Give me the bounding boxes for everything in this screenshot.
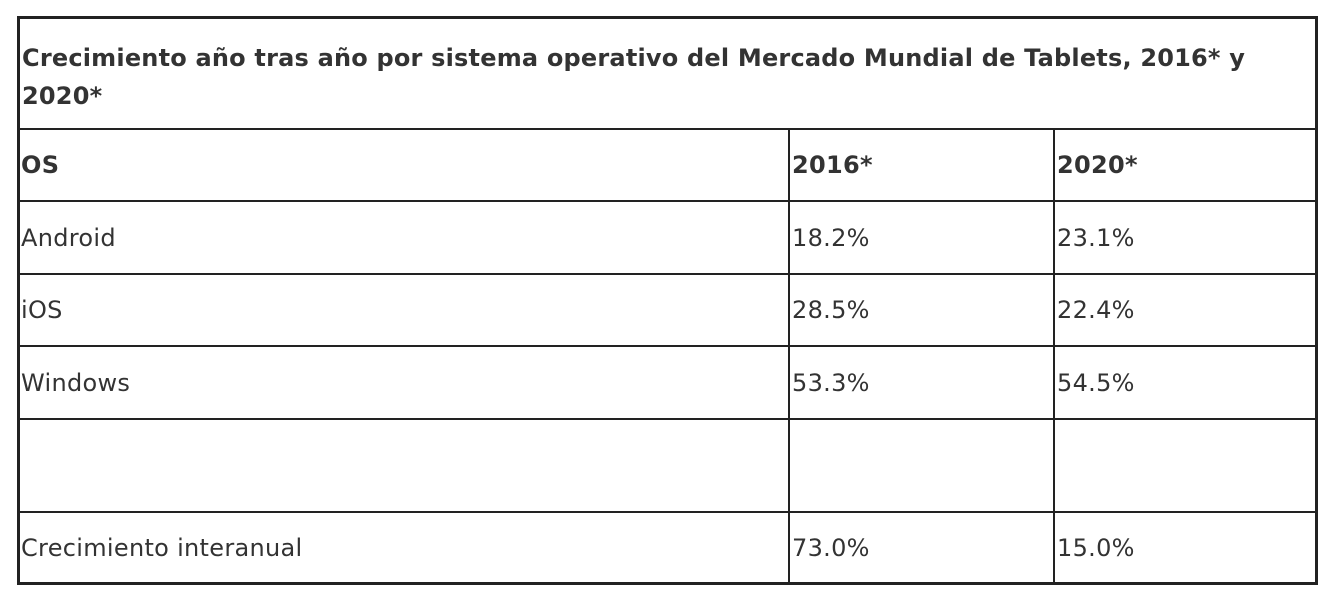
table-row-growth: Crecimiento interanual 73.0% 15.0% xyxy=(20,513,1315,583)
table-cell-2020: 54.5% xyxy=(1057,368,1135,397)
table-cell-2016: 73.0% xyxy=(790,513,1055,583)
table-cell-os: Windows xyxy=(20,347,790,418)
table-cell-2016: 18.2% xyxy=(790,202,1055,273)
table-cell-os: Crecimiento interanual xyxy=(20,513,790,583)
table-title: Crecimiento año tras año por sistema ope… xyxy=(20,19,1315,130)
table-row: Windows 53.3% 54.5% xyxy=(20,347,1315,420)
table-cell-os: iOS xyxy=(20,275,790,345)
table-row-empty xyxy=(20,420,1315,513)
table-cell-2020: 15.0% xyxy=(1057,534,1135,562)
table-row: Android 18.2% 23.1% xyxy=(20,202,1315,275)
data-table: Crecimiento año tras año por sistema ope… xyxy=(17,16,1318,585)
table-cell-2020: 22.4% xyxy=(1057,296,1135,324)
header-cell-2020: 2020* xyxy=(1057,151,1138,179)
header-cell-os: OS xyxy=(20,130,790,200)
table-cell-2016: 53.3% xyxy=(790,347,1055,418)
table-header-row: OS 2016* 2020* xyxy=(20,130,1315,202)
table-cell-2020 xyxy=(1055,420,1315,511)
table-cell-os xyxy=(20,420,790,511)
header-cell-2016: 2016* xyxy=(790,130,1055,200)
table-cell-os: Android xyxy=(20,202,790,273)
table-cell-2016 xyxy=(790,420,1055,511)
table-row: iOS 28.5% 22.4% xyxy=(20,275,1315,347)
table-cell-2016: 28.5% xyxy=(790,275,1055,345)
table-cell-2020: 23.1% xyxy=(1057,223,1135,252)
